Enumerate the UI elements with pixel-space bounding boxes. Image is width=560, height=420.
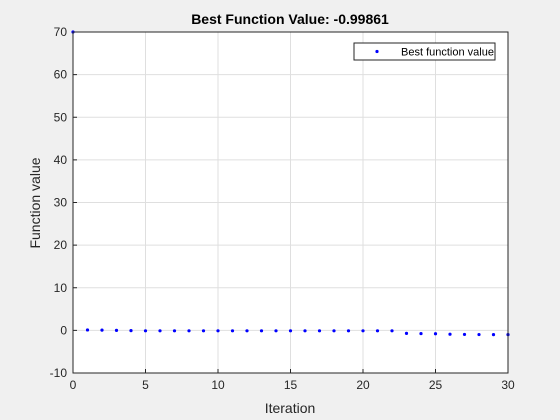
grid	[73, 32, 508, 373]
data-point	[100, 328, 104, 332]
legend[interactable]: Best function value	[353, 42, 496, 61]
data-point	[332, 329, 336, 333]
y-tick-label: 40	[54, 153, 68, 167]
data-point	[303, 329, 307, 333]
data-point	[317, 329, 322, 333]
y-axis-label: Function value	[27, 157, 43, 248]
data-points	[71, 30, 510, 337]
y-tick-label: 10	[54, 281, 68, 295]
y-tick-label: 70	[54, 25, 68, 39]
data-point	[346, 329, 351, 333]
data-point	[85, 328, 90, 332]
x-tick-label: 20	[356, 378, 370, 392]
data-point	[288, 329, 293, 333]
legend-label: Best function value	[401, 47, 494, 59]
y-tick-label: -10	[50, 366, 68, 380]
x-tick-label: 0	[70, 378, 77, 392]
x-axis-label: Iteration	[265, 400, 316, 416]
data-point	[448, 332, 452, 336]
y-tick-label: 20	[54, 238, 68, 252]
data-point	[245, 329, 249, 333]
data-point	[375, 329, 380, 333]
data-point	[158, 329, 162, 333]
x-tick-label: 25	[429, 378, 443, 392]
x-tick-label: 15	[284, 378, 298, 392]
data-point	[201, 329, 206, 333]
legend-marker	[375, 49, 379, 54]
data-point	[361, 329, 365, 333]
data-point	[114, 328, 119, 332]
y-tick-label: 30	[54, 196, 68, 210]
data-point	[404, 331, 409, 335]
axes-box	[72, 31, 509, 374]
data-point	[216, 329, 220, 333]
x-tick-label: 10	[211, 378, 225, 392]
data-point	[419, 331, 423, 336]
y-tick-label: 50	[54, 110, 68, 124]
data-point	[143, 329, 148, 333]
data-point	[491, 332, 496, 337]
x-tick-label: 30	[501, 378, 515, 392]
legend-box	[353, 42, 496, 61]
y-tick-label: 0	[60, 323, 67, 337]
data-point	[259, 329, 264, 333]
data-point	[230, 329, 235, 333]
data-point	[274, 329, 278, 333]
data-point	[172, 329, 177, 333]
y-tick-label: 60	[54, 68, 68, 82]
data-point	[390, 329, 394, 333]
data-point	[477, 332, 481, 337]
data-point	[129, 328, 133, 333]
data-point	[187, 329, 191, 333]
x-tick-label: 5	[142, 378, 149, 392]
data-point	[433, 332, 438, 336]
chart-title: Best Function Value: -0.99861	[191, 11, 389, 27]
data-point	[462, 332, 467, 337]
